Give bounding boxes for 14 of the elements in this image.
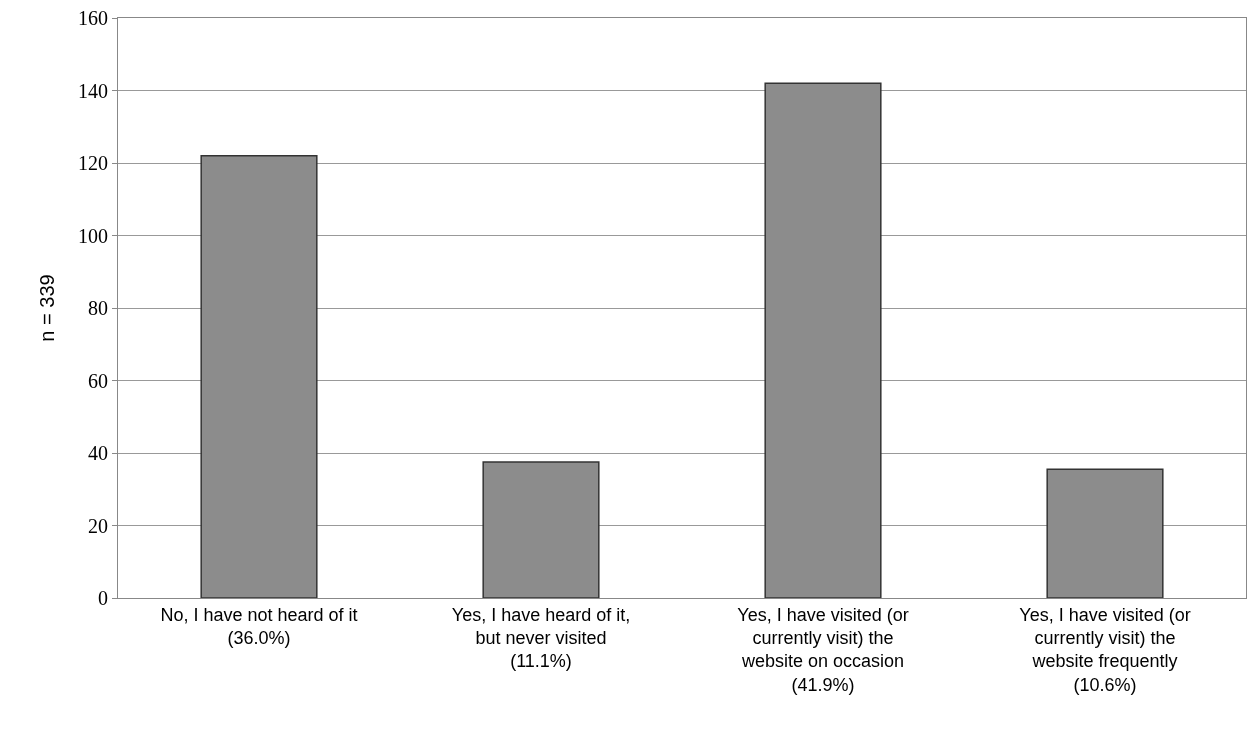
x-tick-label: Yes, I have heard of it, but never visited (11.1%) bbox=[451, 604, 631, 672]
y-tick-label: 80 bbox=[88, 297, 108, 319]
x-tick-label: Yes, I have visited (or currently visit) the website frequently (10.6%) bbox=[1019, 604, 1191, 695]
x-tick-label: No, I have not heard of it (36.0%) bbox=[160, 604, 358, 648]
y-tick-label: 160 bbox=[78, 7, 108, 29]
y-tick-label: 140 bbox=[78, 79, 108, 102]
y-tick-label: 20 bbox=[88, 514, 108, 537]
x-tick-label: Yes, I have visited (or currently visit) the website on occasion (41.9%) bbox=[737, 604, 909, 695]
y-tick-label: 60 bbox=[88, 369, 108, 392]
y-axis-title: n = 339 bbox=[35, 274, 58, 342]
y-tick-label: 120 bbox=[78, 152, 108, 174]
y-tick-label: 0 bbox=[98, 587, 108, 609]
y-tick-label: 40 bbox=[88, 442, 108, 464]
y-tick-label: 100 bbox=[78, 224, 108, 247]
